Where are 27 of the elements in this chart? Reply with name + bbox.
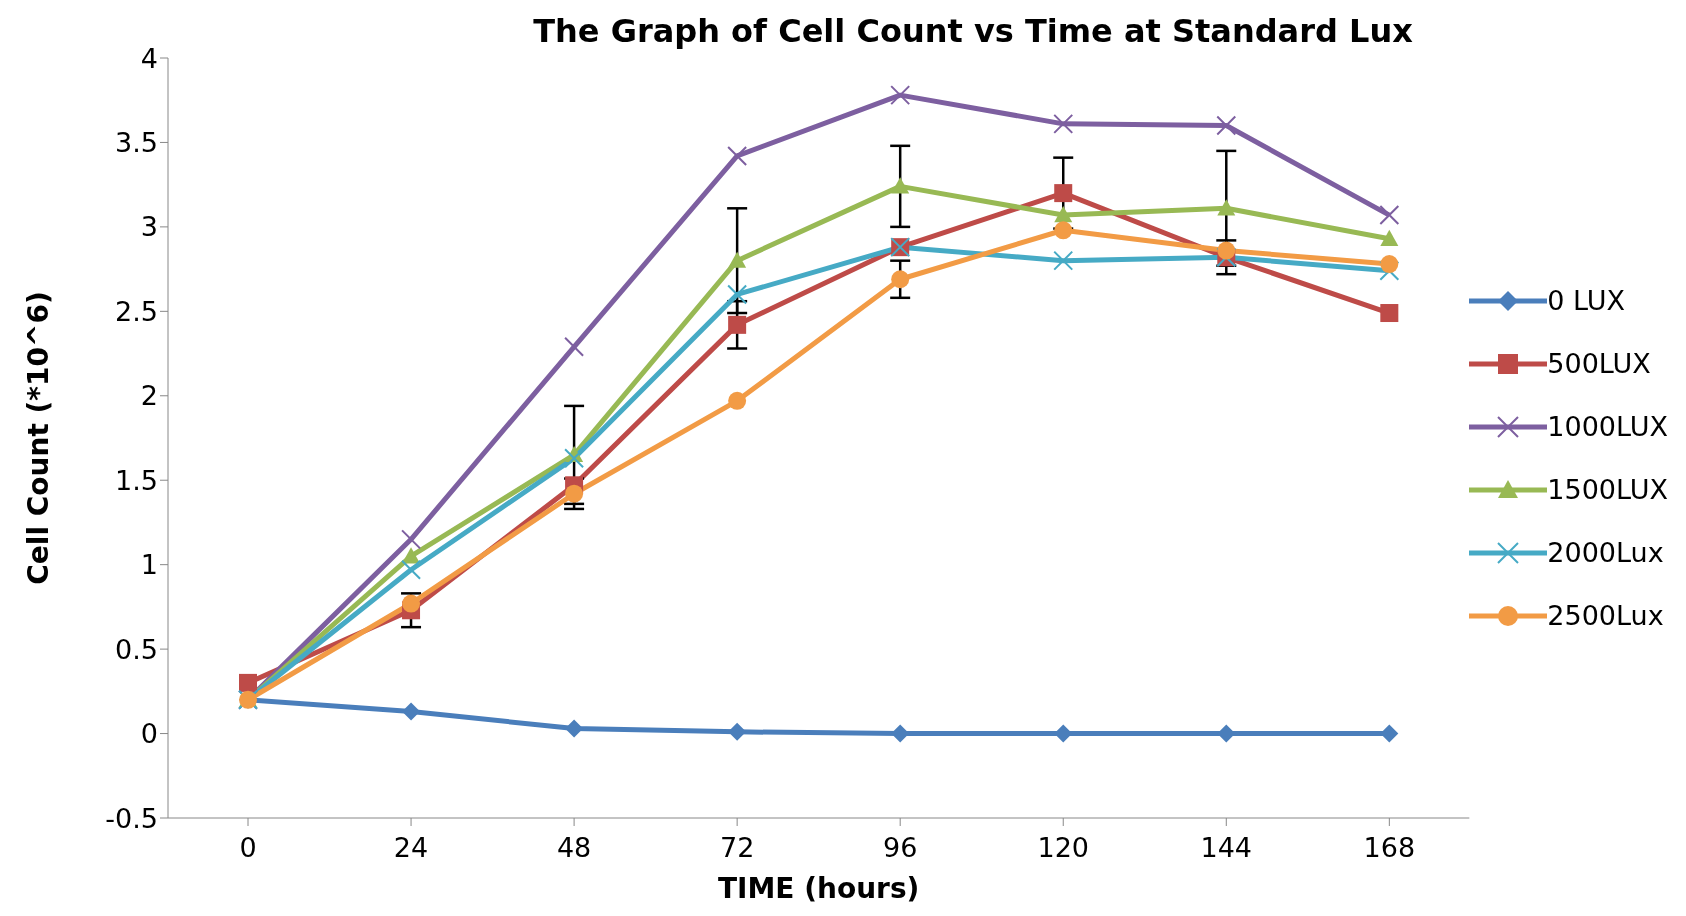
- chart-title: The Graph of Cell Count vs Time at Standard Lux: [532, 12, 1414, 50]
- y-tick-label: 1: [140, 549, 158, 581]
- y-tick-label: 2: [140, 380, 158, 412]
- legend-label: 2500Lux: [1547, 600, 1664, 631]
- legend-label: 0 LUX: [1547, 285, 1626, 316]
- legend-label: 500LUX: [1547, 348, 1651, 379]
- x-tick-label: 48: [556, 832, 592, 864]
- x-tick-label: 72: [719, 832, 755, 864]
- y-axis-title: Cell Count (*10^6): [21, 291, 55, 585]
- x-tick-label: 144: [1200, 832, 1253, 864]
- y-tick-label: 0: [140, 718, 158, 750]
- y-tick-label: 2.5: [115, 295, 158, 327]
- y-tick-label: 0.5: [115, 633, 158, 665]
- y-tick-label: 3.5: [115, 127, 158, 159]
- legend-label: 1000LUX: [1547, 411, 1668, 442]
- y-tick-label: 3: [140, 211, 158, 243]
- x-tick-label: 0: [239, 832, 257, 864]
- legend-label: 2000Lux: [1547, 537, 1664, 568]
- y-tick-label: -0.5: [105, 802, 158, 834]
- y-tick-label: 1.5: [115, 464, 158, 496]
- x-tick-label: 168: [1363, 832, 1416, 864]
- y-tick-label: 4: [140, 42, 158, 74]
- x-axis-title: TIME (hours): [717, 872, 920, 905]
- x-tick-label: 120: [1037, 832, 1090, 864]
- x-tick-label: 96: [883, 832, 918, 864]
- legend-label: 1500LUX: [1547, 474, 1668, 505]
- x-tick-label: 24: [393, 832, 429, 864]
